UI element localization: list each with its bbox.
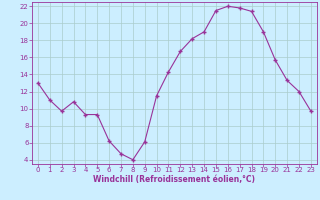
X-axis label: Windchill (Refroidissement éolien,°C): Windchill (Refroidissement éolien,°C) [93,175,255,184]
